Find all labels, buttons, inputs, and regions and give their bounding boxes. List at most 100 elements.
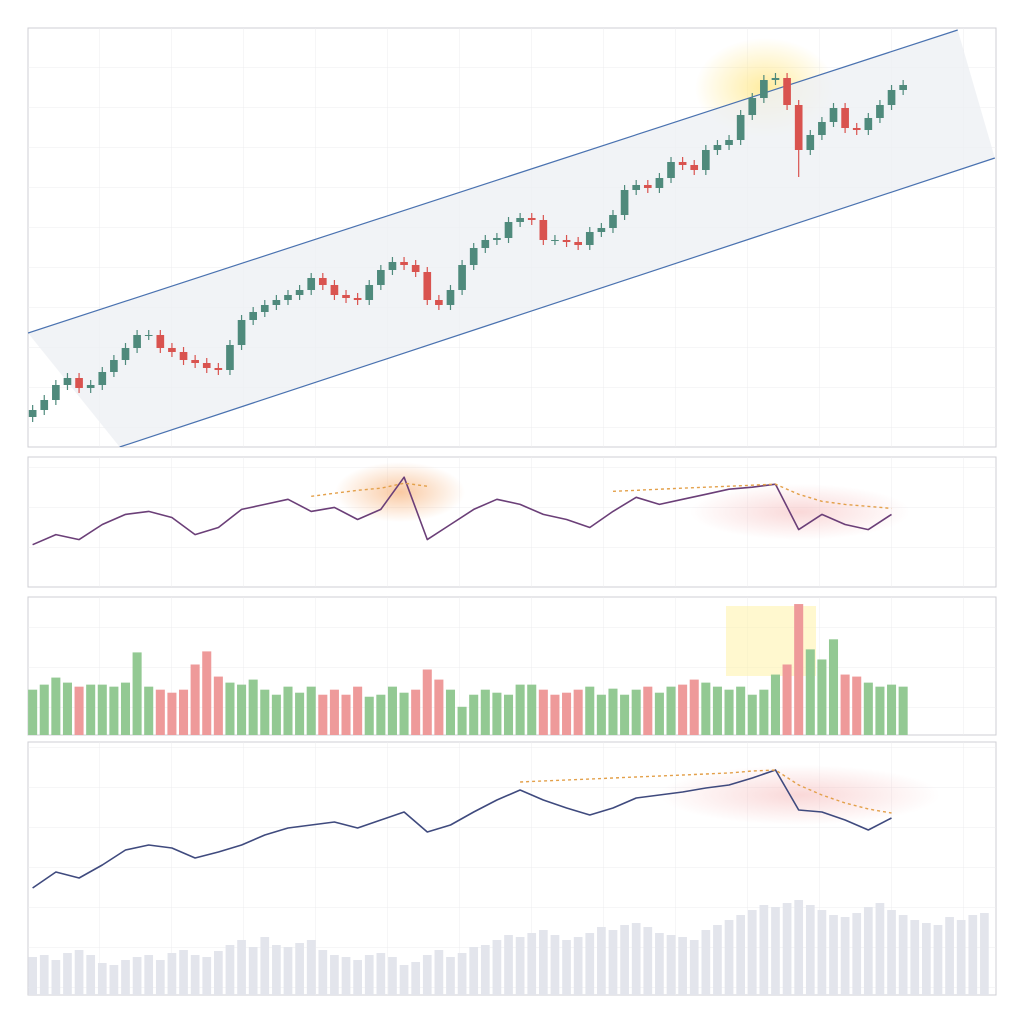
candle-body xyxy=(899,85,907,90)
volume-bar xyxy=(225,945,235,995)
volume-bar xyxy=(155,689,165,735)
volume-bar xyxy=(469,947,479,995)
candle-body xyxy=(144,335,153,336)
volume-bar xyxy=(631,689,641,735)
volume-bar xyxy=(724,689,734,735)
volume-bar xyxy=(213,951,223,995)
volume-bar xyxy=(51,677,61,735)
volume-bar xyxy=(759,905,769,995)
marks xyxy=(28,29,996,995)
candle-body xyxy=(63,378,72,385)
volume-bar xyxy=(39,955,49,995)
volume-bar xyxy=(190,664,200,735)
candle-body xyxy=(52,385,60,400)
volume-bar xyxy=(805,905,815,995)
volume-bar xyxy=(237,684,247,735)
volume-bar xyxy=(747,910,757,995)
volume-bar xyxy=(86,955,96,995)
panel-marks xyxy=(28,769,989,995)
volume-bar xyxy=(666,935,676,995)
volume-bar xyxy=(666,686,676,735)
candle-body xyxy=(133,335,141,348)
candle-body xyxy=(411,265,420,272)
volume-bar xyxy=(968,915,978,995)
volume-bar xyxy=(538,930,548,995)
volume-bar xyxy=(631,923,641,995)
volume-bar xyxy=(480,945,490,995)
volume-bar xyxy=(840,674,850,735)
candle-body xyxy=(284,295,292,300)
volume-bar xyxy=(260,689,270,735)
candle-body xyxy=(493,238,501,240)
volume-bar xyxy=(376,953,386,995)
volume-bar xyxy=(202,651,212,735)
candle-body xyxy=(342,295,350,298)
volume-bar xyxy=(434,950,444,995)
volume-bar xyxy=(248,947,258,995)
panel-marks xyxy=(28,29,996,447)
candle-body xyxy=(527,218,536,220)
volume-bar xyxy=(863,682,873,735)
channel-band xyxy=(28,30,995,447)
volume-bar xyxy=(736,915,746,995)
volume-bar xyxy=(132,957,142,995)
volume-bar xyxy=(445,689,456,735)
candle-body xyxy=(86,385,95,388)
volume-bar xyxy=(875,903,885,995)
volume-bar xyxy=(503,694,514,735)
candle-body xyxy=(330,285,339,295)
volume-bar xyxy=(538,689,548,735)
candle-body xyxy=(365,285,374,300)
volume-bar xyxy=(562,692,572,735)
volume-bar xyxy=(643,927,653,995)
candle-body xyxy=(864,118,873,130)
volume-bar xyxy=(109,965,119,995)
volume-bar xyxy=(376,694,386,735)
candle-body xyxy=(841,108,849,128)
volume-bar xyxy=(62,682,72,735)
volume-bar xyxy=(28,957,37,995)
volume-bar xyxy=(28,689,38,735)
candle-body xyxy=(237,320,246,345)
volume-bar xyxy=(318,950,328,995)
volume-bar xyxy=(701,682,711,735)
volume-bar xyxy=(805,649,815,735)
candle-body xyxy=(736,115,745,140)
candle-body xyxy=(110,360,118,372)
channel-line xyxy=(28,29,958,334)
volume-bar xyxy=(353,686,363,735)
volume-bar xyxy=(922,923,931,995)
volume-bar xyxy=(237,940,246,995)
volume-bar xyxy=(411,962,421,995)
volume-bar xyxy=(678,937,687,995)
volume-bar xyxy=(515,937,525,995)
volume-bar xyxy=(747,694,757,735)
candle-body xyxy=(353,298,362,300)
panel-marks xyxy=(28,604,908,735)
candle-body xyxy=(829,108,838,122)
candle-body xyxy=(260,305,269,312)
volume-bar xyxy=(295,692,305,735)
candle-body xyxy=(876,105,884,118)
channel-line xyxy=(119,157,996,447)
volume-bar xyxy=(97,963,107,995)
candle-body xyxy=(458,265,466,290)
highlight xyxy=(660,765,940,825)
candle-body xyxy=(713,145,722,150)
candle-body xyxy=(179,352,188,360)
volume-bar xyxy=(550,935,560,995)
volume-bar xyxy=(155,960,165,995)
candle-body xyxy=(191,360,199,363)
volume-bar xyxy=(329,689,339,735)
volume-bar xyxy=(713,925,722,995)
volume-bar xyxy=(898,915,908,995)
volume-bar xyxy=(179,689,189,735)
candle-body xyxy=(771,78,780,80)
volume-bar xyxy=(550,694,560,735)
price-line xyxy=(32,476,892,546)
candle-body xyxy=(852,128,861,130)
volume-bar xyxy=(132,652,142,735)
candle-body xyxy=(400,262,408,265)
